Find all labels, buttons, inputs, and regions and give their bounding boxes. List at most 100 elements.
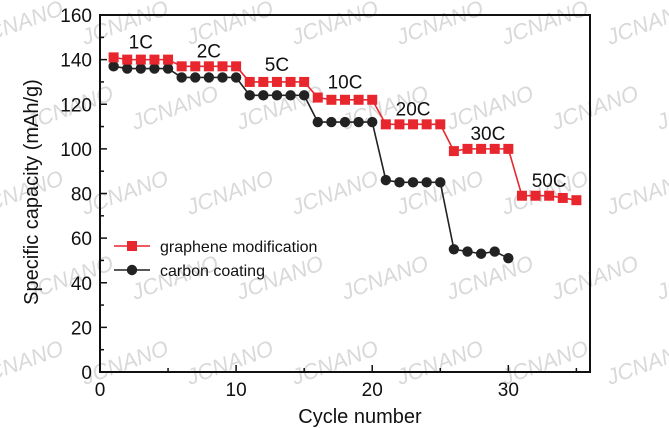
- watermark-text: JCNANO: [547, 250, 641, 305]
- data-point-circle: [149, 63, 160, 74]
- watermark-text: JCNANO: [182, 165, 276, 220]
- data-point-square: [448, 146, 459, 157]
- rate-label: 10C: [328, 73, 363, 94]
- y-tick-label: 140: [60, 51, 92, 72]
- watermark-text: JCNANO: [547, 80, 641, 135]
- data-point-circle: [462, 246, 473, 257]
- watermark-text: JCNANO: [0, 335, 67, 390]
- data-point-square: [149, 54, 160, 65]
- data-point-square: [163, 54, 174, 65]
- data-point-square: [353, 94, 364, 105]
- data-point-circle: [217, 72, 228, 83]
- legend-label: carbon coating: [160, 263, 265, 280]
- data-point-square: [203, 61, 214, 72]
- y-tick-label: 100: [60, 140, 92, 161]
- data-point-square: [516, 190, 527, 201]
- data-point-circle: [421, 177, 432, 188]
- rate-label: 2C: [197, 41, 221, 62]
- watermark-text: JCNANO: [232, 80, 326, 135]
- data-point-circle: [312, 116, 323, 128]
- watermark-text: JCNANO: [337, 250, 431, 305]
- data-point-square: [544, 190, 555, 201]
- data-point-square: [231, 61, 242, 72]
- data-point-square: [530, 190, 541, 201]
- data-point-circle: [489, 246, 500, 257]
- data-point-square: [244, 76, 255, 87]
- x-tick-label: 30: [498, 380, 519, 401]
- watermark-text: JCNANO: [392, 165, 486, 220]
- data-point-square: [557, 192, 568, 203]
- x-tick-label: 0: [95, 380, 106, 401]
- rate-label: 20C: [396, 99, 431, 120]
- data-point-circle: [326, 116, 337, 128]
- watermark-text: JCNANO: [602, 165, 669, 220]
- y-tick-label: 20: [71, 318, 92, 339]
- legend-marker-circle: [126, 264, 138, 276]
- data-point-square: [462, 143, 473, 154]
- data-point-circle: [271, 90, 283, 101]
- rate-label: 30C: [470, 124, 505, 145]
- data-point-square: [571, 195, 582, 206]
- data-point-square: [408, 119, 419, 130]
- watermark-text: JCNANO: [652, 250, 669, 305]
- watermark-text: JCNANO: [287, 0, 381, 50]
- data-point-circle: [298, 90, 310, 101]
- data-point-square: [135, 54, 146, 65]
- x-axis-title: Cycle number: [298, 406, 422, 428]
- rate-label: 50C: [532, 171, 567, 192]
- x-tick-label: 20: [362, 380, 383, 401]
- data-point-circle: [380, 174, 392, 186]
- data-point-circle: [230, 72, 242, 83]
- data-point-circle: [475, 248, 487, 259]
- data-point-square: [435, 119, 446, 130]
- watermark-text: JCNANO: [602, 335, 669, 390]
- data-point-square: [394, 119, 405, 130]
- data-point-circle: [258, 90, 269, 101]
- data-point-square: [176, 61, 187, 72]
- x-tick-label: 10: [226, 380, 247, 401]
- legend-marker-square: [127, 241, 137, 251]
- data-point-square: [367, 94, 378, 105]
- data-point-circle: [394, 177, 405, 188]
- watermark-text: JCNANO: [127, 80, 221, 135]
- data-point-square: [340, 94, 350, 105]
- data-point-circle: [122, 63, 133, 74]
- y-tick-label: 160: [60, 6, 92, 27]
- watermark-text: JCNANO: [392, 335, 486, 390]
- data-point-square: [299, 76, 310, 87]
- data-point-circle: [448, 244, 460, 255]
- data-point-square: [312, 92, 323, 103]
- data-point-square: [326, 94, 337, 105]
- data-point-circle: [190, 72, 201, 83]
- data-point-circle: [503, 253, 514, 264]
- data-point-circle: [285, 90, 296, 101]
- rate-label: 1C: [129, 32, 153, 53]
- data-point-circle: [244, 90, 255, 101]
- y-tick-label: 60: [71, 229, 92, 250]
- watermark-text: JCNANO: [442, 250, 536, 305]
- data-point-circle: [435, 177, 446, 188]
- data-point-square: [421, 119, 432, 130]
- y-tick-label: 80: [71, 185, 92, 206]
- rate-labels: 1C 2C 5C 10C 20C 30C 50C: [129, 32, 567, 191]
- data-point-square: [380, 119, 391, 130]
- legend-label: graphene modification: [160, 239, 317, 256]
- data-point-circle: [339, 116, 351, 128]
- data-point-circle: [135, 63, 147, 74]
- y-tick-label: 120: [60, 95, 92, 116]
- rate-label: 5C: [265, 55, 289, 76]
- data-point-circle: [108, 61, 119, 72]
- data-point-square: [503, 143, 514, 154]
- watermark-text: JCNANO: [0, 0, 67, 50]
- data-point-circle: [353, 116, 364, 128]
- data-point-circle: [367, 116, 378, 128]
- data-point-square: [489, 143, 500, 154]
- data-point-square: [122, 54, 133, 65]
- y-tick-label: 40: [71, 274, 92, 295]
- data-point-circle: [162, 63, 174, 74]
- watermark-text: JCNANO: [287, 165, 381, 220]
- data-point-square: [108, 52, 119, 63]
- watermark-text: JCNANO: [652, 80, 669, 135]
- data-point-square: [217, 61, 228, 72]
